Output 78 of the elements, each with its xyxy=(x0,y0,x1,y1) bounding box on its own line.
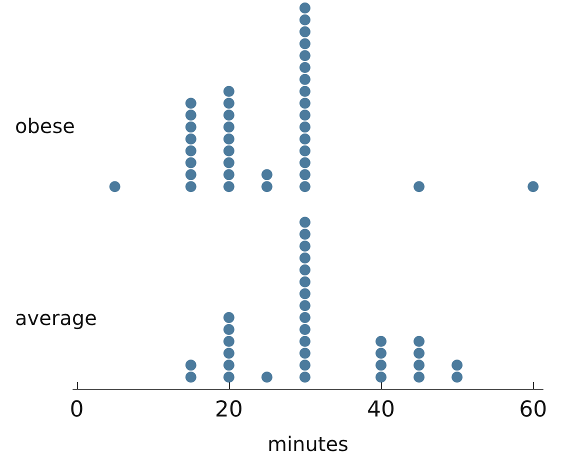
point xyxy=(261,372,272,383)
x-axis-title: minutes xyxy=(268,432,348,456)
point xyxy=(261,181,272,192)
point xyxy=(223,133,234,144)
point xyxy=(299,74,310,85)
point xyxy=(299,157,310,168)
annotation: obese xyxy=(15,114,75,138)
point xyxy=(299,240,310,252)
point xyxy=(376,360,387,371)
point xyxy=(185,133,196,144)
point xyxy=(299,228,310,240)
point xyxy=(299,145,310,156)
point xyxy=(299,348,310,359)
point xyxy=(185,360,196,371)
point xyxy=(185,169,196,180)
point xyxy=(299,110,310,121)
point xyxy=(414,348,425,359)
point xyxy=(299,276,310,288)
point xyxy=(261,169,272,180)
point xyxy=(223,372,234,383)
point xyxy=(223,181,234,192)
point xyxy=(414,336,425,347)
point xyxy=(223,360,234,371)
point xyxy=(528,181,539,192)
point xyxy=(299,300,310,312)
point xyxy=(185,122,196,133)
point xyxy=(223,336,234,347)
x-tick-label: 20 xyxy=(214,398,243,422)
point xyxy=(299,252,310,264)
x-tick-label: 40 xyxy=(367,398,396,422)
point xyxy=(414,372,425,383)
x-tick-label: 0 xyxy=(70,398,84,422)
point xyxy=(414,181,425,192)
point xyxy=(223,312,234,324)
point xyxy=(299,98,310,109)
point xyxy=(185,98,196,109)
point xyxy=(223,157,234,168)
annotation: average xyxy=(15,306,97,330)
point xyxy=(299,50,310,62)
point xyxy=(185,181,196,192)
point xyxy=(299,14,310,26)
point xyxy=(299,133,310,144)
x-tick-label: 60 xyxy=(519,398,548,422)
point xyxy=(299,336,310,347)
point xyxy=(376,372,387,383)
point xyxy=(223,122,234,133)
point xyxy=(376,348,387,359)
point xyxy=(223,145,234,156)
point xyxy=(223,169,234,180)
point xyxy=(414,360,425,371)
point xyxy=(299,360,310,371)
point xyxy=(109,181,120,192)
point xyxy=(223,86,234,97)
point xyxy=(299,2,310,14)
point xyxy=(299,86,310,97)
point xyxy=(185,110,196,121)
point xyxy=(299,312,310,324)
point xyxy=(299,62,310,74)
point xyxy=(299,181,310,192)
point xyxy=(299,372,310,383)
point xyxy=(185,145,196,156)
point xyxy=(223,324,234,335)
point xyxy=(299,26,310,38)
point xyxy=(299,38,310,50)
point xyxy=(299,122,310,133)
point xyxy=(299,324,310,335)
point xyxy=(185,157,196,168)
point xyxy=(299,216,310,228)
point xyxy=(223,348,234,359)
point xyxy=(452,360,463,371)
point xyxy=(299,169,310,180)
point xyxy=(452,372,463,383)
point xyxy=(223,98,234,109)
point xyxy=(185,372,196,383)
point xyxy=(299,288,310,300)
point xyxy=(376,336,387,347)
point xyxy=(299,264,310,276)
point xyxy=(223,110,234,121)
